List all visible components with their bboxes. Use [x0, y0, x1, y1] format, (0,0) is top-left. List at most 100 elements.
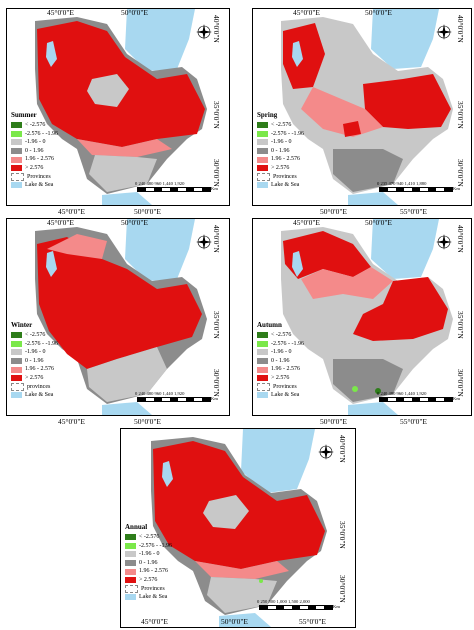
lat-label-35: 35°0'0"N [456, 311, 465, 339]
lon-label-55: 55°0'0"E [400, 417, 427, 426]
legend-row: 1.96 - 2.576 [257, 155, 304, 164]
legend-swatch [125, 584, 138, 593]
scale-unit: Km [453, 186, 460, 191]
legend-swatch [11, 139, 22, 146]
legend-swatch [11, 349, 22, 356]
legend-row: 1.96 - 2.576 [11, 155, 58, 164]
lon-label-50: 50°0'0"E [320, 207, 347, 216]
legend: < -2.576 -2.576 - -1.96 -1.96 - 0 0 - 1.… [11, 331, 58, 400]
legend-swatch [11, 332, 22, 339]
scale-unit: Km [453, 396, 460, 401]
scale-bar [137, 187, 211, 192]
gray-center [87, 74, 129, 107]
legend-swatch [11, 366, 22, 373]
map-panel-summer: 45°0'0"E 50°0'0"E 40°0'0"N 35°0'0"N 30°0… [6, 8, 230, 206]
lon-label-50: 50°0'0"E [134, 417, 161, 426]
legend-row: -2.576 - -1.96 [125, 542, 172, 551]
north-arrow-icon [196, 234, 212, 250]
lat-label-30: 30°0'0"N [212, 369, 221, 397]
scale-text: 0 250 500 1,000 1,500 2,000 [257, 599, 310, 604]
legend-swatch [257, 392, 268, 399]
legend-swatch [11, 382, 24, 391]
legend-row: > 2.576 [257, 374, 304, 383]
season-title: Winter [11, 321, 33, 329]
lon-label-50: 50°0'0"E [221, 617, 248, 626]
legend-swatch [11, 122, 22, 129]
legend-row: -1.96 - 0 [11, 348, 58, 357]
legend-row: Provinces [257, 172, 304, 182]
legend-swatch [125, 560, 136, 567]
lon-label-45: 45°0'0"E [293, 8, 320, 17]
legend-swatch [257, 382, 270, 391]
north-arrow-icon [436, 234, 452, 250]
scale-unit: Km [211, 186, 218, 191]
legend-swatch [257, 349, 268, 356]
lat-label-35: 35°0'0"N [212, 311, 221, 339]
legend-row: 0 - 1.96 [257, 147, 304, 156]
legend-row: -2.576 - -1.96 [257, 340, 304, 349]
north-arrow-icon [196, 24, 212, 40]
lon-label-45: 45°0'0"E [141, 617, 168, 626]
scale-unit: Km [211, 396, 218, 401]
map-panel-autumn: 45°0'0"E 50°0'0"E 40°0'0"N 35°0'0"N 30°0… [252, 218, 472, 416]
legend-swatch [125, 542, 136, 549]
legend-swatch [257, 139, 268, 146]
legend-row: 0 - 1.96 [125, 559, 172, 568]
winter-map [35, 219, 207, 415]
legend-row: Lake & Sea [257, 391, 304, 400]
legend-swatch [11, 182, 22, 189]
lon-label-55: 55°0'0"E [299, 617, 326, 626]
legend-row: -1.96 - 0 [11, 138, 58, 147]
legend-row: < -2.576 [257, 331, 304, 340]
scale-text: 0 240 480 960 1,440 1,920 [377, 391, 427, 396]
legend-row: 1.96 - 2.576 [11, 365, 58, 374]
lat-label-30: 30°0'0"N [456, 159, 465, 187]
lat-label-40: 40°0'0"N [456, 225, 465, 253]
lon-label-50: 50°0'0"E [134, 207, 161, 216]
legend-swatch [11, 148, 22, 155]
spring-map [281, 9, 453, 205]
season-title: Annual [125, 523, 148, 531]
lat-label-30: 30°0'0"N [338, 575, 347, 603]
north-arrow-icon [318, 444, 334, 460]
scale-text: 0 235 470 940 1,410 1,880 [377, 181, 427, 186]
legend-row: Lake & Sea [11, 391, 58, 400]
legend-swatch [11, 392, 22, 399]
lon-label-45: 45°0'0"E [293, 218, 320, 227]
legend: < -2.576 -2.576 - -1.96 -1.96 - 0 0 - 1.… [11, 121, 58, 190]
map-panel-spring: 45°0'0"E 50°0'0"E 40°0'0"N 35°0'0"N 30°0… [252, 8, 472, 206]
legend-row: < -2.576 [11, 121, 58, 130]
legend-row: provinces [11, 382, 58, 392]
legend-swatch [125, 551, 136, 558]
map-panel-annual: 45°0'0"E 50°0'0"E 55°0'0"E 40°0'0"N 35°0… [120, 428, 356, 628]
caspian-sea [125, 9, 195, 71]
lon-label-50: 50°0'0"E [320, 417, 347, 426]
lat-label-35: 35°0'0"N [338, 521, 347, 549]
legend-row: -2.576 - -1.96 [257, 130, 304, 139]
legend-row: Provinces [125, 584, 172, 594]
lat-label-30: 30°0'0"N [456, 369, 465, 397]
legend-swatch [257, 366, 268, 373]
scale-bar [379, 187, 453, 192]
legend-swatch [257, 332, 268, 339]
legend-swatch [11, 130, 22, 137]
legend-row: -1.96 - 0 [125, 550, 172, 559]
lat-label-35: 35°0'0"N [456, 101, 465, 129]
legend-row: 1.96 - 2.576 [257, 365, 304, 374]
lon-label-55: 55°0'0"E [400, 207, 427, 216]
lake-urmia [46, 41, 57, 67]
legend-swatch [125, 594, 136, 601]
season-title: Autumn [257, 321, 282, 329]
legend-row: Lake & Sea [257, 181, 304, 190]
legend-swatch [257, 130, 268, 137]
lon-label-50: 50°0'0"E [365, 218, 392, 227]
legend-row: Provinces [11, 172, 58, 182]
legend-swatch [257, 165, 268, 172]
lon-label-45: 45°0'0"E [47, 218, 74, 227]
legend-swatch [11, 375, 22, 382]
lon-label-50: 50°0'0"E [121, 8, 148, 17]
legend-row: -1.96 - 0 [257, 348, 304, 357]
legend-row: < -2.576 [257, 121, 304, 130]
lat-label-30: 30°0'0"N [212, 159, 221, 187]
legend-row: > 2.576 [11, 164, 58, 173]
